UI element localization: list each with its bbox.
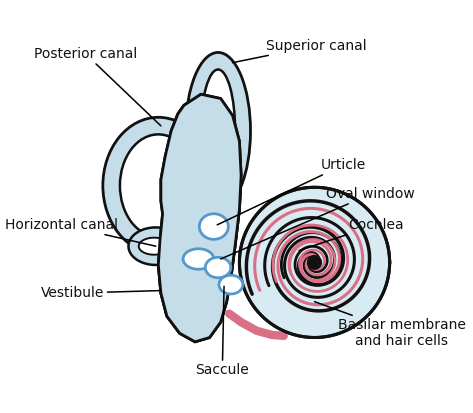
- Text: Basilar membrane
and hair cells: Basilar membrane and hair cells: [315, 301, 465, 348]
- Polygon shape: [158, 94, 241, 342]
- Ellipse shape: [120, 134, 197, 237]
- Ellipse shape: [199, 214, 228, 240]
- Text: Saccule: Saccule: [195, 286, 249, 377]
- Polygon shape: [158, 94, 241, 342]
- Ellipse shape: [205, 257, 231, 278]
- Ellipse shape: [103, 117, 214, 254]
- Polygon shape: [139, 237, 169, 255]
- Polygon shape: [308, 256, 321, 269]
- Text: Oval window: Oval window: [220, 187, 415, 259]
- Polygon shape: [129, 228, 183, 265]
- Ellipse shape: [185, 52, 251, 209]
- Text: Vestibule: Vestibule: [41, 286, 161, 300]
- Text: Horizontal canal: Horizontal canal: [5, 218, 156, 246]
- Ellipse shape: [183, 249, 214, 269]
- Polygon shape: [158, 94, 241, 342]
- Ellipse shape: [201, 69, 235, 192]
- Text: Superior canal: Superior canal: [233, 38, 367, 63]
- Text: Posterior canal: Posterior canal: [34, 47, 161, 126]
- Text: Urticle: Urticle: [217, 158, 366, 225]
- Text: Cochlea: Cochlea: [299, 218, 404, 250]
- Ellipse shape: [219, 275, 243, 294]
- Polygon shape: [239, 188, 390, 337]
